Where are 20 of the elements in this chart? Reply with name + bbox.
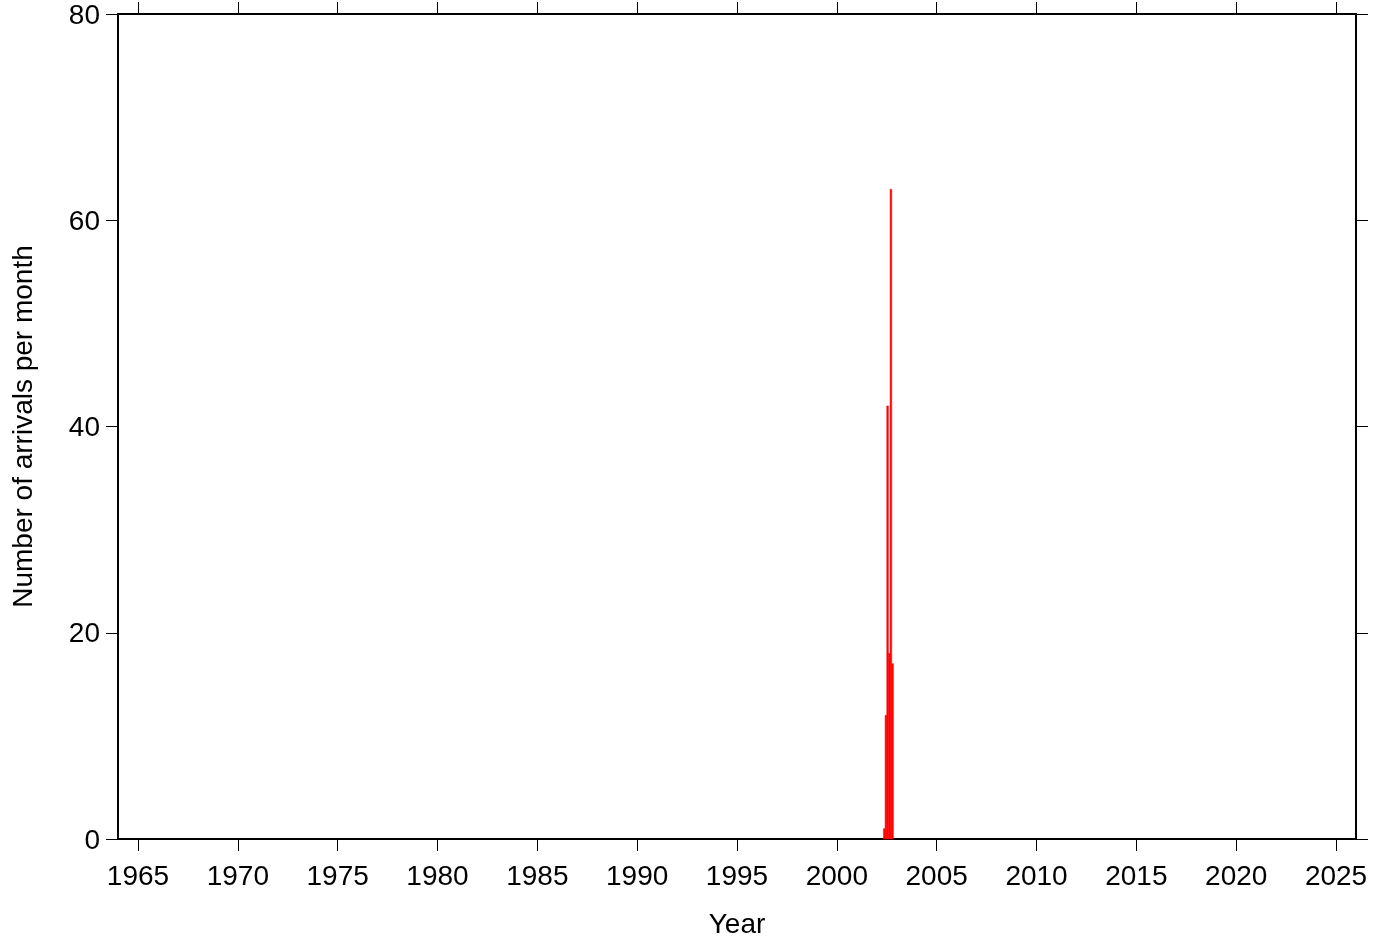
y-tick-label: 20 xyxy=(68,617,100,649)
x-tick-label: 2010 xyxy=(1005,859,1068,891)
y-tick-label: 80 xyxy=(68,0,100,30)
y-tick-label: 40 xyxy=(68,411,100,442)
x-tick-label: 1975 xyxy=(306,859,369,891)
y-tick-label: 60 xyxy=(68,204,100,236)
x-tick-label: 1970 xyxy=(206,859,269,891)
x-tick-label: 1995 xyxy=(705,859,769,891)
x-axis-title: Year xyxy=(708,907,766,939)
y-axis-title: Number of arrivals per month xyxy=(6,245,38,608)
x-tick-label: 1980 xyxy=(406,859,469,891)
x-tick-label: 1965 xyxy=(106,859,170,891)
x-tick-label: 1985 xyxy=(506,859,569,891)
x-tick-label: 2015 xyxy=(1105,859,1168,891)
x-tick-label: 1990 xyxy=(606,859,669,891)
x-tick-label: 2000 xyxy=(805,859,868,891)
x-tick-label: 2005 xyxy=(905,859,968,891)
y-tick-label: 0 xyxy=(84,823,100,855)
x-tick-label: 2025 xyxy=(1304,859,1368,891)
x-tick-label: 2020 xyxy=(1205,859,1268,891)
